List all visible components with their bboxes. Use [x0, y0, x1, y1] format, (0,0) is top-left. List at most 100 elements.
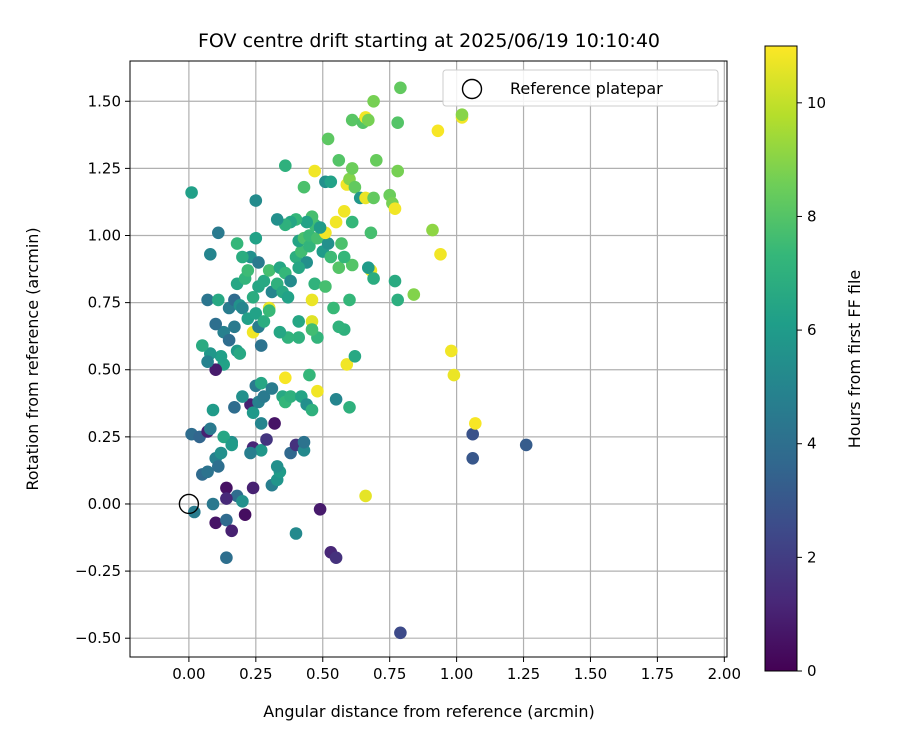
data-point — [252, 256, 265, 269]
data-point — [209, 516, 222, 530]
data-point — [388, 202, 402, 215]
data-point — [332, 154, 346, 167]
data-point — [300, 215, 314, 229]
data-point — [359, 489, 372, 503]
data-point — [469, 417, 482, 430]
data-point — [364, 226, 378, 240]
x-tick-label: 2.00 — [708, 665, 741, 683]
data-point — [236, 301, 249, 315]
data-point — [311, 384, 324, 398]
data-point — [391, 164, 405, 178]
data-point — [268, 417, 281, 430]
data-point — [254, 417, 268, 430]
data-point — [220, 513, 233, 527]
x-tick-label: 0.50 — [306, 665, 339, 683]
data-point — [455, 108, 469, 121]
data-point — [273, 325, 287, 339]
data-point — [225, 524, 238, 538]
data-point — [445, 344, 458, 358]
colorbar-tick-label: 8 — [807, 207, 817, 225]
data-point — [249, 231, 263, 245]
data-point — [394, 626, 407, 640]
data-point — [284, 274, 297, 288]
y-tick-label: 1.50 — [88, 92, 121, 110]
data-point — [305, 323, 319, 336]
colorbar-gradient — [764, 45, 798, 672]
data-point — [362, 113, 375, 127]
data-point — [327, 301, 340, 315]
y-tick-label: 0.50 — [88, 361, 121, 379]
data-point — [260, 433, 273, 446]
data-point — [519, 438, 533, 452]
data-point — [345, 162, 359, 175]
data-point — [340, 358, 354, 371]
data-point — [209, 363, 222, 377]
data-point — [431, 124, 445, 138]
data-point — [270, 460, 284, 473]
data-point — [362, 261, 375, 275]
data-point — [407, 288, 421, 301]
data-point — [329, 215, 343, 229]
data-point — [348, 350, 362, 363]
data-point — [367, 272, 380, 285]
data-point — [324, 250, 338, 264]
data-point — [332, 320, 346, 334]
plot-area: 0.00 0.25 0.50 0.75 1.00 1.25 1.50 1.75 2.00 −0.5… — [75, 60, 741, 683]
data-point — [246, 406, 260, 420]
colorbar-tick-label: 4 — [807, 435, 817, 453]
data-point — [329, 393, 343, 406]
data-point — [391, 293, 405, 307]
plot-frame — [129, 60, 728, 658]
data-point — [332, 261, 346, 275]
data-point — [345, 258, 359, 272]
data-point — [284, 390, 297, 403]
data-point — [236, 495, 249, 508]
data-point — [348, 180, 362, 194]
y-tick-label: −0.25 — [75, 562, 121, 580]
data-point — [262, 304, 276, 318]
data-point — [270, 213, 284, 226]
data-point — [391, 116, 405, 129]
y-tick-label: 0.75 — [88, 294, 121, 312]
data-point — [292, 315, 306, 328]
y-tick-label: 0.00 — [88, 495, 121, 513]
data-point — [214, 350, 228, 363]
data-point — [343, 293, 356, 307]
data-point — [297, 180, 311, 194]
legend: Reference platepar — [442, 69, 719, 107]
data-point — [236, 390, 249, 403]
data-point — [212, 293, 225, 307]
data-point — [303, 239, 316, 253]
data-point — [249, 307, 263, 320]
colorbar-tick-label: 0 — [807, 662, 817, 680]
data-point — [204, 422, 217, 436]
x-tick-label: 1.75 — [641, 665, 674, 683]
data-point — [297, 435, 311, 449]
data-point — [324, 175, 338, 189]
colorbar-tick-label: 2 — [807, 548, 817, 566]
data-point — [206, 497, 220, 511]
data-point — [233, 347, 247, 360]
data-point — [337, 205, 351, 218]
data-point — [289, 527, 303, 540]
data-point — [214, 446, 228, 460]
reference-platepar-marker — [178, 493, 200, 515]
data-point — [370, 154, 383, 167]
y-axis-label: Rotation from reference (arcmin) — [23, 227, 42, 490]
data-point — [220, 481, 233, 495]
data-point — [254, 376, 268, 390]
data-point — [308, 164, 322, 178]
data-point — [279, 371, 292, 385]
data-point — [313, 503, 327, 516]
data-point — [388, 274, 402, 288]
data-point — [292, 261, 306, 275]
data-point — [343, 401, 356, 414]
chart-title: FOV centre drift starting at 2025/06/19 … — [198, 30, 660, 52]
data-point — [225, 438, 238, 452]
data-point — [447, 368, 461, 382]
data-point — [337, 250, 351, 264]
colorbar-tick-label: 6 — [807, 321, 817, 339]
data-point — [185, 186, 198, 199]
data-point — [466, 427, 480, 441]
